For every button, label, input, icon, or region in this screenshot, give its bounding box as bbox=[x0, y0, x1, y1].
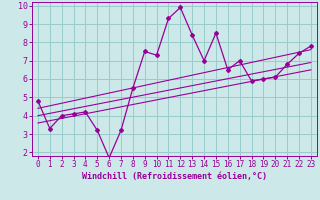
X-axis label: Windchill (Refroidissement éolien,°C): Windchill (Refroidissement éolien,°C) bbox=[82, 172, 267, 181]
